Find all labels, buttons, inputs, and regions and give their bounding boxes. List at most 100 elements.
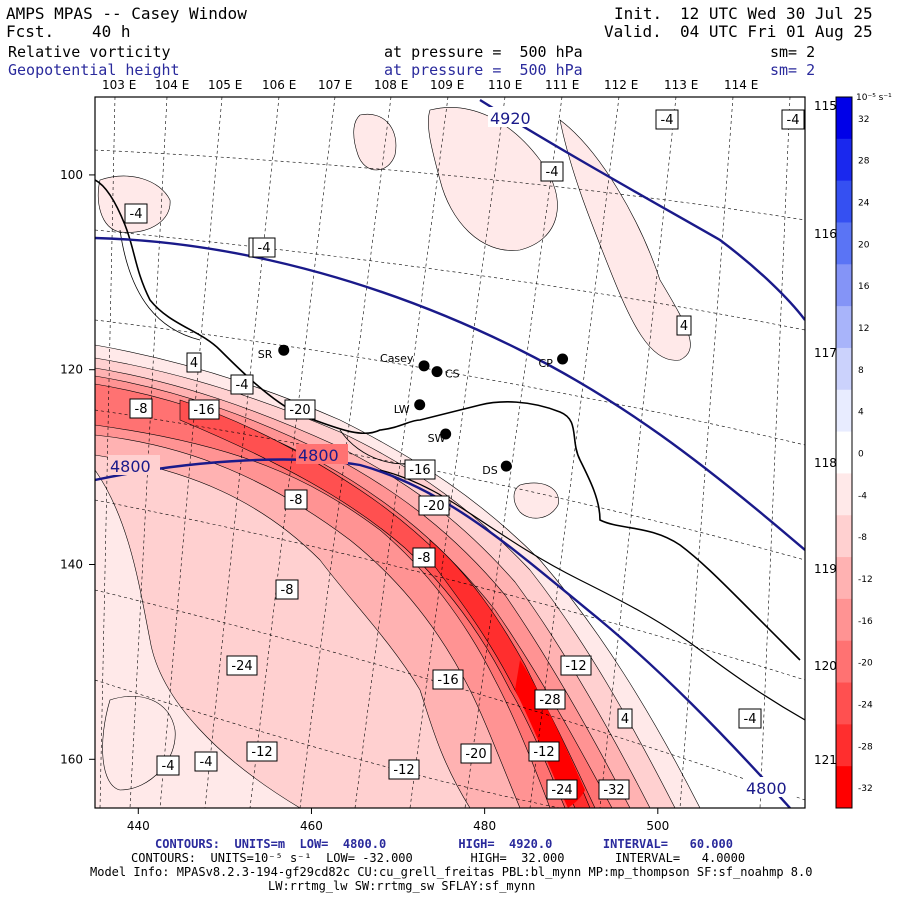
colorbar-label: -8	[858, 533, 867, 543]
vort-patch	[559, 119, 691, 361]
vort-label: -8	[418, 551, 431, 566]
x-axis: 440 460 480 500	[127, 808, 669, 833]
vort-label-box	[186, 352, 202, 373]
colorbar-swatch	[836, 264, 852, 307]
vort-label: 4	[190, 356, 198, 371]
lon-label: 112 E	[604, 78, 638, 92]
station-marker	[418, 360, 430, 372]
vort-label-box	[540, 161, 564, 182]
x-tick-label: 500	[646, 819, 669, 833]
vort-label-box	[226, 655, 258, 676]
lon-label: 109 E	[430, 78, 464, 92]
colorbar-label: 4	[858, 408, 864, 418]
field2-smoothing: sm= 2	[770, 61, 816, 79]
vort-label: -8	[281, 583, 294, 598]
vort-label-box	[156, 755, 180, 776]
vort-label-box	[194, 751, 218, 772]
station-label: CS	[445, 368, 460, 381]
colorbar-swatch	[836, 682, 852, 725]
colorbar-swatch	[836, 138, 852, 182]
lon-label: 103 E	[102, 78, 136, 92]
station-label: SR	[258, 348, 273, 361]
height-label: 4800	[746, 779, 787, 798]
height-label: 4800	[110, 457, 151, 476]
vort-label: -8	[135, 402, 148, 417]
vort-label-box	[528, 741, 560, 762]
vort-label: -12	[533, 745, 554, 760]
valid-time: 04 UTC Fri 01 Aug 25	[680, 22, 873, 41]
vort-patch	[353, 113, 397, 171]
colorbar-label: -32	[858, 784, 873, 794]
colorbar-swatch	[836, 180, 852, 223]
lon-label: 110 E	[488, 78, 522, 92]
vorticity-contour-labels: -4 -4 -4 -4 -4 4 4 -4 -8 -16 -20 -16 -8 -20 -8 -8 -24 -16…	[124, 109, 805, 800]
vort-label: -4	[130, 207, 143, 222]
lon-label: 113 E	[664, 78, 698, 92]
station-label: LW	[394, 403, 410, 416]
vort-label-box	[284, 399, 316, 420]
model-info: Model Info: MPASv8.2.3-194-gf29cd82c CU:…	[90, 865, 813, 879]
field2-level: at pressure = 500 hPa	[384, 61, 583, 79]
colorbar-frame	[835, 96, 853, 809]
colorbar-label: 8	[858, 366, 864, 376]
y-tick-label: 160	[60, 752, 83, 766]
vort-label-box	[781, 109, 805, 130]
coastline	[95, 179, 801, 661]
forecast-hour: 40 h	[92, 22, 131, 41]
vort-label-box	[388, 759, 420, 780]
colorbar-swatch	[836, 389, 852, 433]
vort-label-box	[432, 669, 464, 690]
vort-label: -12	[565, 659, 586, 674]
vort-patch	[513, 482, 559, 519]
plot-area	[95, 97, 805, 808]
vort-label-box	[738, 708, 762, 729]
vort-label: 4	[680, 319, 688, 334]
station-marker	[500, 460, 512, 472]
vort-label: -20	[465, 747, 486, 762]
init-label: Init.	[614, 4, 663, 23]
colorbar-label: -16	[858, 617, 873, 627]
vort-label: -20	[289, 403, 310, 418]
lon-label: 107 E	[318, 78, 352, 92]
vort-label: -4	[236, 378, 249, 393]
vort-label-box	[676, 315, 692, 336]
vort-label-box	[246, 741, 278, 762]
colorbar-label: 24	[858, 199, 870, 209]
field1-smoothing: sm= 2	[770, 43, 816, 61]
vort-label: -4	[546, 165, 559, 180]
field2-name: Geopotential height	[8, 61, 180, 79]
colorbar-swatch	[836, 557, 852, 600]
vort-label-box	[460, 743, 492, 764]
colorbar-swatch	[836, 724, 852, 767]
vort-label: -4	[787, 113, 800, 128]
vort-label-box	[124, 203, 148, 224]
lon-label: 114 E	[724, 78, 758, 92]
vort-label-box	[655, 109, 679, 130]
colorbar-swatch	[836, 306, 852, 349]
plot-frame	[94, 96, 806, 809]
vort-label-box	[418, 495, 450, 516]
colorbar-label: -4	[858, 491, 867, 501]
vort-patch	[428, 107, 558, 251]
lon-label: 111 E	[545, 78, 579, 92]
height-contours	[95, 98, 805, 808]
lon-label: 104 E	[155, 78, 189, 92]
height-contour-4860	[95, 236, 805, 551]
x-tick-label: 440	[127, 819, 150, 833]
vort-label-box	[252, 237, 276, 258]
y-tick-label: 100	[60, 168, 83, 182]
vort-label-box	[534, 689, 566, 710]
colorbar-unit: 10⁻⁵ s⁻¹	[856, 93, 892, 103]
colorbar-label: -12	[858, 575, 873, 585]
x-tick-label: 460	[300, 819, 323, 833]
valid-label: Valid.	[604, 22, 662, 41]
vort-label: -12	[251, 745, 272, 760]
coastline	[379, 469, 805, 721]
vort-label: -4	[744, 712, 757, 727]
vort-label-box	[617, 708, 633, 729]
vort-label: -4	[258, 241, 271, 256]
lon-label: 105 E	[208, 78, 242, 92]
height-label: 4920	[490, 109, 531, 128]
vort-label-box	[598, 779, 630, 800]
vort-label: -8	[290, 493, 303, 508]
